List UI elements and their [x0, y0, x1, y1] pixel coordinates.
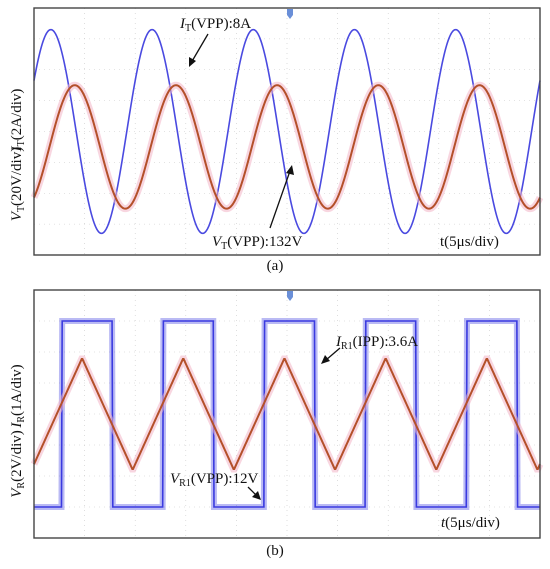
- annotation-current-b: IR1(IPP):3.6A: [335, 334, 418, 352]
- scope-a-svg: IT(2A/div) VT(20V/div) IT(VPP):8A VT(VPP…: [9, 7, 544, 256]
- panel-a: IT(2A/div) VT(20V/div) IT(VPP):8A VT(VPP…: [0, 0, 550, 284]
- arrow-current-a: [189, 33, 209, 67]
- trigger-marker-b: [287, 291, 293, 301]
- annotation-current-a: IT(VPP):8A: [179, 16, 251, 34]
- current-trace-i-t: [33, 84, 541, 210]
- arrow-voltage-a: [269, 165, 294, 229]
- time-axis-label-b: t(5μs/div): [441, 515, 500, 531]
- y-label-current-a: IT(2A/div): [9, 89, 27, 153]
- annotation-voltage-b: VR1(VPP):12V: [170, 471, 259, 489]
- traces-a: [30, 28, 544, 235]
- scope-frame-b: [33, 289, 541, 539]
- trigger-marker-a: [287, 9, 293, 19]
- arrow-voltage-b: [247, 486, 261, 500]
- time-axis-label-a: t(5μs/div): [440, 234, 499, 250]
- voltage-trace-v-r1: [34, 320, 540, 508]
- current-trace-i-r1: [33, 358, 541, 470]
- traces-b: [30, 318, 544, 510]
- voltage-trace-v-t: [33, 28, 541, 235]
- caption-a: (a): [266, 258, 284, 274]
- arrow-current-b: [321, 347, 341, 364]
- y-label-current-b: IR(1A/div): [9, 364, 27, 428]
- caption-b: (b): [266, 543, 284, 559]
- scope-frame-a: [33, 7, 541, 256]
- grid-a: [34, 8, 540, 255]
- y-label-voltage-b: VR(2V/div): [9, 430, 27, 498]
- scope-b-svg: IR(1A/div) VR(2V/div) IR1(IPP):3.6A VR1(…: [9, 289, 544, 539]
- panel-b: IR(1A/div) VR(2V/div) IR1(IPP):3.6A VR1(…: [0, 284, 550, 569]
- y-label-voltage-a: VT(20V/div): [9, 147, 27, 221]
- current-trace-halo: [30, 81, 544, 213]
- annotation-voltage-a: VT(VPP):132V: [212, 234, 302, 252]
